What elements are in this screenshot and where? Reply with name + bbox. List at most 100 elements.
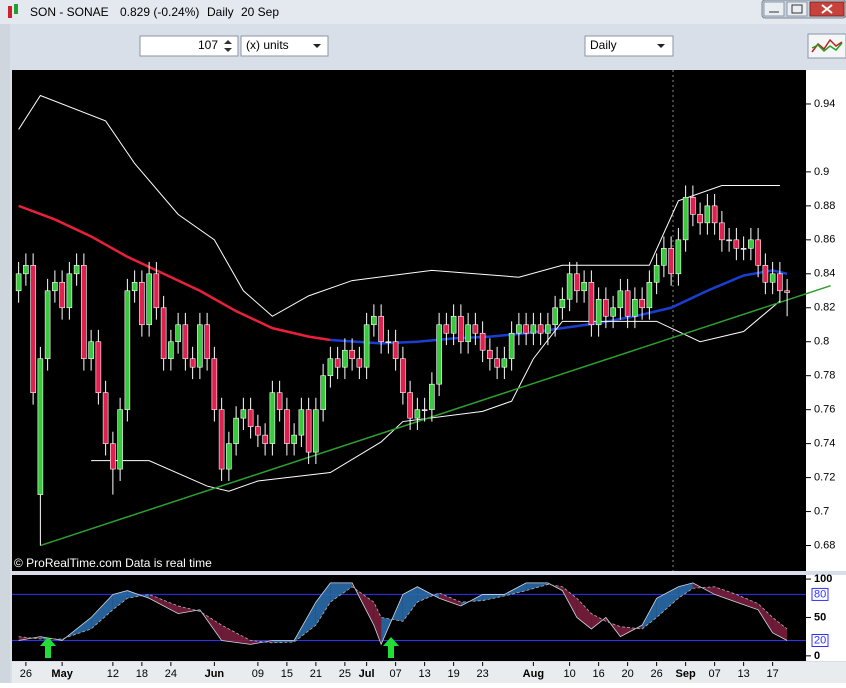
candle-body bbox=[407, 392, 413, 419]
x-tick-label: 07 bbox=[709, 668, 721, 680]
stochastic-fill bbox=[417, 586, 440, 603]
indicator-line bbox=[18, 204, 331, 342]
candle-body bbox=[624, 290, 631, 317]
candle-body bbox=[588, 281, 595, 326]
candle-body bbox=[719, 222, 725, 241]
stochastic-fill bbox=[656, 586, 679, 618]
candle-body bbox=[320, 375, 326, 410]
candle-body bbox=[697, 214, 703, 224]
candle-body bbox=[117, 409, 123, 470]
y-tick-label: 100 bbox=[814, 573, 832, 585]
x-tick-label: 07 bbox=[390, 668, 402, 680]
candle-body bbox=[313, 409, 319, 453]
candle-body bbox=[226, 443, 232, 470]
candle-body bbox=[755, 239, 761, 266]
y-tick-label: 0.94 bbox=[814, 98, 835, 110]
x-tick-label: 20 bbox=[622, 668, 634, 680]
candle-body bbox=[610, 307, 616, 317]
y-tick-label: 0.9 bbox=[814, 166, 829, 178]
stochastic-fill bbox=[127, 590, 150, 599]
candle-body bbox=[443, 324, 450, 334]
indicator-button[interactable] bbox=[807, 33, 846, 59]
units-input[interactable]: 107 bbox=[139, 35, 239, 57]
x-tick-label: 19 bbox=[448, 668, 460, 680]
candle-body bbox=[168, 341, 174, 360]
x-tick-label: 18 bbox=[136, 668, 148, 680]
candle-body bbox=[371, 315, 377, 326]
candle-body bbox=[566, 273, 573, 300]
y-tick-label: 0.7 bbox=[814, 505, 829, 517]
candle-body bbox=[88, 341, 94, 360]
x-tick-label: Jul bbox=[359, 668, 375, 680]
stochastic-fill bbox=[402, 586, 418, 622]
window-buttons[interactable] bbox=[761, 0, 846, 19]
title-bar bbox=[0, 0, 846, 24]
candle-body bbox=[44, 290, 51, 360]
candle-body bbox=[153, 273, 160, 309]
candle-body bbox=[182, 324, 189, 360]
y-tick-label: 0.72 bbox=[814, 471, 835, 483]
candle-body bbox=[37, 358, 44, 495]
candle-body bbox=[23, 265, 29, 275]
candle-body bbox=[581, 281, 587, 292]
candle-body bbox=[530, 324, 537, 334]
candle-body bbox=[342, 349, 348, 368]
candle-body bbox=[516, 324, 522, 334]
candle-body bbox=[668, 248, 674, 275]
candle-body bbox=[726, 239, 732, 242]
x-tick-label: 13 bbox=[419, 668, 431, 680]
candle-body bbox=[110, 443, 116, 470]
stochastic-fill bbox=[678, 582, 693, 599]
candle-body bbox=[189, 358, 196, 368]
units-dropdown[interactable]: (x) units bbox=[240, 35, 329, 57]
timeframe-label[interactable]: Daily bbox=[590, 38, 617, 52]
candle-body bbox=[740, 248, 747, 250]
candle-body bbox=[414, 409, 421, 419]
candle-body bbox=[450, 315, 457, 334]
candle-body bbox=[501, 358, 508, 368]
candle-body bbox=[559, 298, 566, 309]
stochastic-fill bbox=[736, 594, 759, 610]
candle-body bbox=[436, 324, 442, 385]
candle-body bbox=[552, 307, 558, 326]
candle-body bbox=[73, 265, 80, 275]
price-axis bbox=[806, 70, 846, 571]
units-count[interactable]: 107 bbox=[198, 38, 218, 52]
candle-body bbox=[465, 324, 471, 343]
maximize-button[interactable] bbox=[786, 1, 808, 17]
candle-body bbox=[15, 273, 22, 292]
stochastic-fill bbox=[272, 640, 295, 643]
candle-body bbox=[269, 392, 276, 444]
x-tick-label: May bbox=[51, 668, 73, 680]
candle-body bbox=[661, 248, 667, 266]
level-label: 20 bbox=[814, 634, 826, 646]
timeframe-dropdown[interactable]: Daily bbox=[584, 35, 674, 57]
indicator-line bbox=[40, 284, 831, 547]
x-tick-label: 26 bbox=[651, 668, 663, 680]
x-tick-label: Sep bbox=[676, 668, 696, 680]
x-tick-label: 15 bbox=[281, 668, 293, 680]
x-tick-label: 24 bbox=[165, 668, 177, 680]
candle-body bbox=[305, 409, 312, 453]
date: 20 Sep bbox=[241, 5, 279, 19]
stochastic-fill bbox=[112, 590, 128, 610]
y-tick-label: 0.8 bbox=[814, 336, 829, 348]
candle-body bbox=[537, 324, 544, 334]
units-label[interactable]: (x) units bbox=[246, 38, 289, 52]
candle-body bbox=[349, 349, 355, 360]
candle-body bbox=[52, 281, 58, 292]
minimize-button[interactable] bbox=[763, 1, 785, 17]
candle-body bbox=[139, 281, 145, 326]
stochastic-fill bbox=[576, 598, 592, 629]
candle-body bbox=[545, 324, 551, 334]
candle-body bbox=[378, 315, 384, 343]
candle-body bbox=[392, 341, 399, 360]
y-tick-label: 0.68 bbox=[814, 539, 835, 551]
stochastic-fill bbox=[315, 582, 331, 626]
candle-body bbox=[247, 409, 254, 427]
candle-body bbox=[240, 409, 247, 419]
level-box bbox=[811, 633, 829, 647]
signal-arrow bbox=[383, 637, 399, 658]
candle-body bbox=[262, 434, 268, 444]
candle-body bbox=[175, 324, 181, 343]
